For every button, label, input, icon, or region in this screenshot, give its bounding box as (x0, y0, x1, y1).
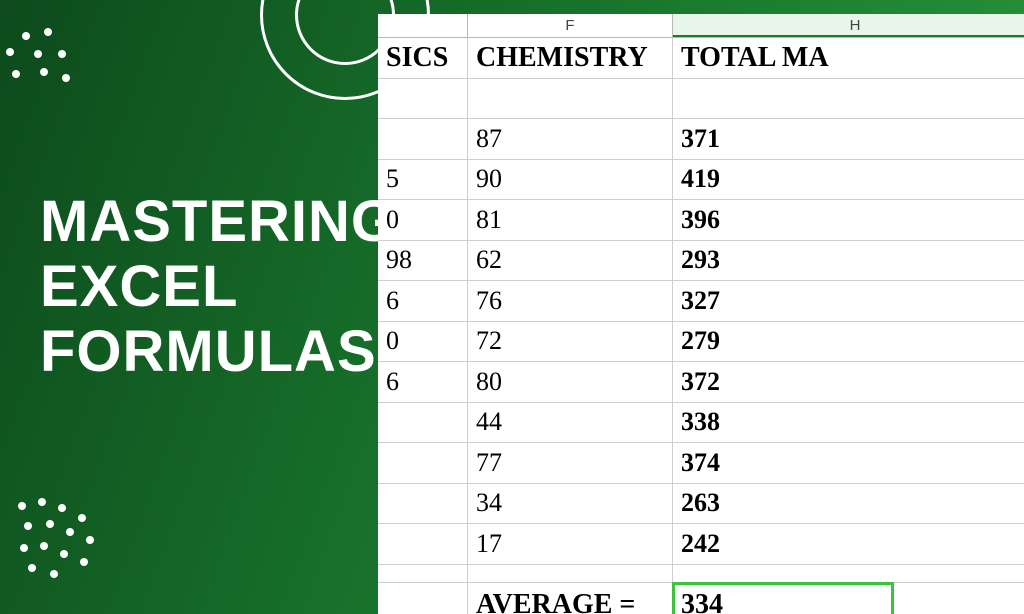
deco-dot (50, 570, 58, 578)
spreadsheet-clip-circle: F H SICS CHEMISTRY TOTAL MA 873 (364, 0, 1024, 614)
cell-col-h[interactable]: 396 (673, 200, 1024, 240)
column-letter-bar: F H (378, 14, 1024, 38)
cell-col-f[interactable]: 34 (468, 484, 673, 524)
deco-dot (46, 520, 54, 528)
spreadsheet-region: F H SICS CHEMISTRY TOTAL MA 873 (364, 0, 1024, 614)
cell-col-h[interactable]: 279 (673, 322, 1024, 362)
deco-dot (62, 74, 70, 82)
cell[interactable] (378, 565, 468, 582)
deco-dot (80, 558, 88, 566)
deco-dot (44, 28, 52, 36)
cell-col-e[interactable]: 0 (378, 200, 468, 240)
deco-dot (18, 502, 26, 510)
table-row: 680372 (378, 362, 1024, 403)
table-row: 676327 (378, 281, 1024, 322)
cell-col-e[interactable]: 6 (378, 281, 468, 321)
deco-dot (60, 550, 68, 558)
cell-col-f[interactable]: 72 (468, 322, 673, 362)
deco-dot (58, 50, 66, 58)
deco-dot (22, 32, 30, 40)
footer-row: AVERAGE = 334 (378, 583, 1024, 614)
deco-dot (58, 504, 66, 512)
cell-col-e[interactable]: 0 (378, 322, 468, 362)
table-row: 77374 (378, 443, 1024, 484)
title-line-3: FORMULAS (40, 320, 397, 385)
cell-col-f[interactable]: 44 (468, 403, 673, 443)
table-row: 44338 (378, 403, 1024, 444)
header-col-h[interactable]: TOTAL MA (673, 38, 1024, 78)
cell-col-f[interactable]: 87 (468, 119, 673, 159)
spreadsheet: F H SICS CHEMISTRY TOTAL MA 873 (378, 14, 1024, 614)
deco-dot (40, 542, 48, 550)
cell-col-h[interactable]: 293 (673, 241, 1024, 281)
cell[interactable] (378, 79, 468, 119)
deco-dots-top (0, 20, 80, 100)
deco-dot (24, 522, 32, 530)
cell-col-e[interactable] (378, 443, 468, 483)
column-letter-f[interactable]: F (468, 14, 673, 37)
cell-col-h[interactable]: 374 (673, 443, 1024, 483)
cell-col-h[interactable]: 372 (673, 362, 1024, 402)
cell-col-f[interactable]: 17 (468, 524, 673, 564)
deco-dot (6, 48, 14, 56)
cell-col-f[interactable]: 90 (468, 160, 673, 200)
cell-col-e[interactable]: 5 (378, 160, 468, 200)
grid: SICS CHEMISTRY TOTAL MA 8737159041908139… (378, 38, 1024, 614)
deco-dot (20, 544, 28, 552)
blank-row-2 (378, 565, 1024, 583)
title-line-2: EXCEL (40, 255, 397, 320)
cell[interactable] (468, 565, 673, 582)
cell-col-e[interactable] (378, 524, 468, 564)
cell[interactable] (378, 583, 468, 614)
table-row: 072279 (378, 322, 1024, 363)
deco-dot (40, 68, 48, 76)
deco-dot (28, 564, 36, 572)
average-label[interactable]: AVERAGE = (468, 583, 673, 614)
cell-col-e[interactable] (378, 119, 468, 159)
cell-col-h[interactable]: 371 (673, 119, 1024, 159)
cell-col-e[interactable] (378, 484, 468, 524)
cell-col-h[interactable]: 338 (673, 403, 1024, 443)
table-row: 9862293 (378, 241, 1024, 282)
table-row: 590419 (378, 160, 1024, 201)
column-letter-e[interactable] (378, 14, 468, 37)
header-col-e[interactable]: SICS (378, 38, 468, 78)
cell-col-f[interactable]: 76 (468, 281, 673, 321)
banner-canvas: MASTERING EXCEL FORMULAS F H SICS CHEMIS… (0, 0, 1024, 614)
blank-row (378, 79, 1024, 120)
column-letter-h[interactable]: H (673, 14, 1024, 37)
deco-dot (12, 70, 20, 78)
deco-dot (78, 514, 86, 522)
cell-col-f[interactable]: 77 (468, 443, 673, 483)
header-row: SICS CHEMISTRY TOTAL MA (378, 38, 1024, 79)
deco-dot (86, 536, 94, 544)
banner-title: MASTERING EXCEL FORMULAS (40, 190, 397, 385)
header-col-f[interactable]: CHEMISTRY (468, 38, 673, 78)
title-line-1: MASTERING (40, 190, 397, 255)
average-value-cell[interactable]: 334 (673, 583, 893, 614)
deco-dot (66, 528, 74, 536)
cell-col-e[interactable] (378, 403, 468, 443)
table-row: 87371 (378, 119, 1024, 160)
deco-dot (34, 50, 42, 58)
cell-col-h[interactable]: 263 (673, 484, 1024, 524)
cell-col-h[interactable]: 327 (673, 281, 1024, 321)
table-row: 081396 (378, 200, 1024, 241)
cell-col-h[interactable]: 419 (673, 160, 1024, 200)
cell-col-f[interactable]: 81 (468, 200, 673, 240)
cell[interactable] (673, 79, 1024, 119)
cell-col-f[interactable]: 80 (468, 362, 673, 402)
cell-col-h[interactable]: 242 (673, 524, 1024, 564)
table-row: 17242 (378, 524, 1024, 565)
cell[interactable] (468, 79, 673, 119)
cell-col-e[interactable]: 98 (378, 241, 468, 281)
deco-dot (38, 498, 46, 506)
cell[interactable] (673, 565, 1024, 582)
cell-col-f[interactable]: 62 (468, 241, 673, 281)
deco-dots-bottom (10, 494, 100, 584)
table-row: 34263 (378, 484, 1024, 525)
cell-col-e[interactable]: 6 (378, 362, 468, 402)
